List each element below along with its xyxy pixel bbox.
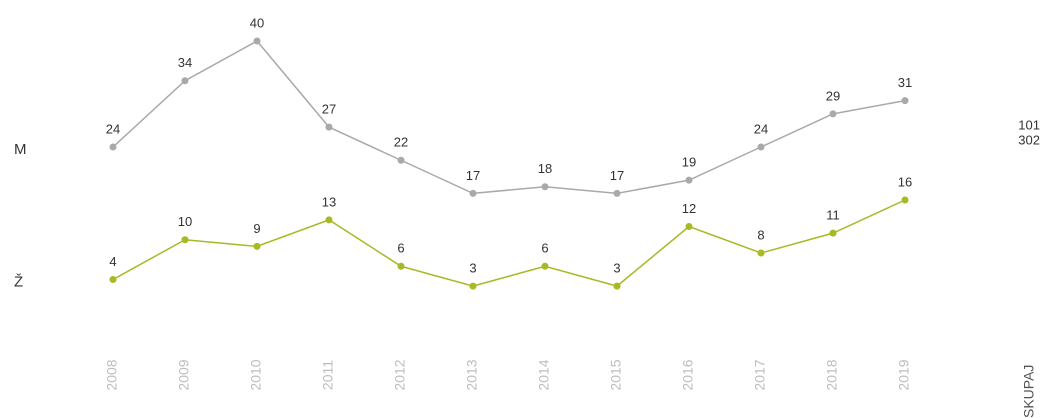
series-total: 101: [1018, 117, 1040, 132]
x-tick-label: 2017: [752, 359, 768, 390]
series-total: 302: [1018, 132, 1040, 147]
data-label: 17: [610, 168, 624, 183]
x-tick-label: 2018: [824, 359, 840, 390]
series-line: [112, 199, 906, 287]
data-label: 40: [250, 15, 264, 30]
x-tick-label: 2010: [248, 359, 264, 390]
data-label: 12: [682, 201, 696, 216]
x-tick-label: 2009: [176, 359, 192, 390]
x-tick-label: 2013: [464, 359, 480, 390]
point: [685, 176, 693, 184]
point: [757, 143, 765, 151]
x-tick-label: 2016: [680, 359, 696, 390]
point: [325, 216, 333, 224]
point: [541, 183, 549, 191]
data-label: 8: [757, 227, 764, 242]
point: [757, 249, 765, 257]
point: [541, 262, 549, 270]
data-label: 24: [754, 121, 768, 136]
data-label: 34: [178, 55, 192, 70]
data-label: 29: [826, 88, 840, 103]
point: [685, 223, 693, 230]
point: [469, 189, 477, 197]
total-header: SKUPAJ: [1021, 365, 1037, 418]
x-tick-label: 2012: [392, 359, 408, 390]
point: [829, 110, 837, 118]
data-label: 10: [178, 214, 192, 229]
point: [829, 229, 837, 237]
data-label: 4: [109, 254, 116, 269]
point: [397, 262, 405, 270]
point: [181, 236, 189, 244]
point: [901, 97, 909, 105]
series-name: Ž: [14, 273, 23, 290]
x-tick-label: 2014: [536, 359, 552, 390]
data-label: 11: [826, 208, 840, 223]
point: [109, 276, 117, 283]
point: [181, 77, 189, 85]
point: [469, 282, 477, 290]
data-label: 6: [541, 241, 548, 256]
point: [325, 123, 333, 131]
data-label: 13: [322, 194, 336, 209]
x-tick-label: 2015: [608, 359, 624, 390]
point: [253, 37, 261, 45]
x-tick-label: 2011: [320, 360, 336, 390]
point: [613, 282, 621, 290]
data-label: 6: [397, 241, 404, 256]
data-label: 22: [394, 135, 408, 150]
data-label: 19: [682, 155, 696, 170]
data-label: 18: [538, 161, 552, 176]
data-label: 9: [253, 221, 260, 236]
series-name: M: [14, 141, 27, 158]
series-line: [112, 40, 906, 195]
point: [253, 242, 261, 250]
data-label: 27: [322, 102, 336, 117]
data-label: 17: [466, 168, 480, 183]
data-label: 3: [613, 261, 620, 276]
x-tick-label: 2008: [104, 359, 120, 390]
point: [613, 189, 621, 197]
point: [109, 143, 117, 151]
point: [901, 196, 909, 204]
point: [397, 156, 405, 164]
x-tick-label: 2019: [896, 359, 912, 390]
data-label: 24: [106, 121, 120, 136]
data-label: 16: [898, 174, 912, 189]
data-label: 3: [469, 261, 476, 276]
data-label: 31: [898, 75, 912, 90]
